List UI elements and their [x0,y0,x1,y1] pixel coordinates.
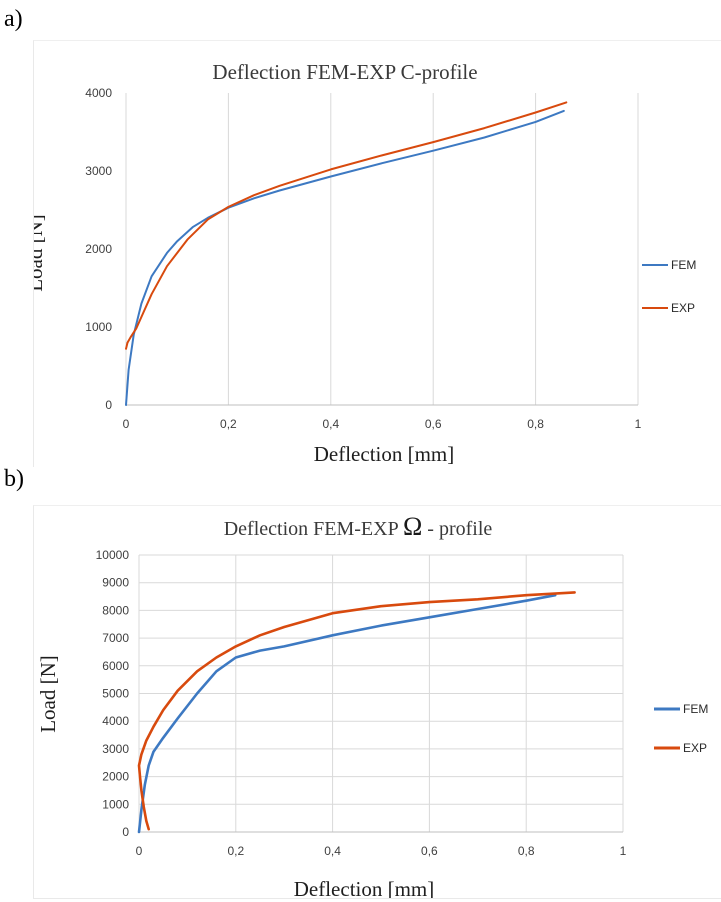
x-tick-label: 1 [620,844,627,858]
y-axis-label: Load [N] [34,214,47,292]
y-tick-label: 8000 [102,603,129,617]
x-tick-label: 1 [635,417,642,431]
chart-c-profile-svg: Deflection FEM-EXP C-profile Deflection … [34,60,696,466]
series-line-fem [125,109,565,406]
y-tick-label: 4000 [102,714,129,728]
x-tick-label: 0,8 [527,417,544,431]
chart-title-omega: Ω [403,512,422,541]
x-tick-label: 0,6 [425,417,442,431]
chart-title-suffix: - profile [427,518,492,540]
x-tick-label: 0 [136,844,143,858]
y-axis-label: Load [N] [36,655,60,733]
legend-label-exp: EXP [671,301,695,315]
chart-title-main: Deflection FEM-EXP [224,518,399,540]
y-tick-label: 1000 [102,797,129,811]
legend-label-fem: FEM [671,258,696,272]
series-line-exp [137,591,576,831]
x-axis-label: Deflection [mm] [294,877,435,898]
chart-omega-profile: Deflection FEM-EXP Ω - profile Deflectio… [33,505,721,899]
panel-label-b: b) [4,466,24,492]
y-tick-label: 3000 [102,742,129,756]
x-tick-label: 0,4 [324,844,341,858]
y-tick-label: 10000 [96,548,130,562]
y-tick-label: 2000 [85,242,112,256]
x-tick-label: 0,4 [322,417,339,431]
y-tick-label: 2000 [102,770,129,784]
y-tick-label: 4000 [85,86,112,100]
y-tick-label: 1000 [85,320,112,334]
x-tick-label: 0,2 [227,844,244,858]
series-line-exp [125,101,568,350]
x-tick-label: 0,6 [421,844,438,858]
x-tick-label: 0,8 [518,844,535,858]
chart-omega-profile-svg: Deflection FEM-EXP Ω - profile Deflectio… [36,512,708,898]
legend-label-exp: EXP [683,741,707,755]
x-axis-label: Deflection [mm] [314,442,455,466]
chart-title: Deflection FEM-EXP C-profile [212,60,477,84]
chart-title: Deflection FEM-EXP Ω - profile [224,512,493,541]
y-tick-label: 7000 [102,631,129,645]
y-tick-label: 0 [122,825,129,839]
x-tick-label: 0,2 [220,417,237,431]
panel-label-a: a) [4,6,23,32]
series-line-fem [137,593,557,834]
y-tick-label: 0 [105,398,112,412]
y-tick-label: 9000 [102,576,129,590]
y-tick-label: 3000 [85,164,112,178]
y-tick-label: 6000 [102,659,129,673]
chart-c-profile: Deflection FEM-EXP C-profile Deflection … [33,40,721,467]
x-tick-label: 0 [123,417,130,431]
legend-label-fem: FEM [683,702,708,716]
y-tick-label: 5000 [102,687,129,701]
